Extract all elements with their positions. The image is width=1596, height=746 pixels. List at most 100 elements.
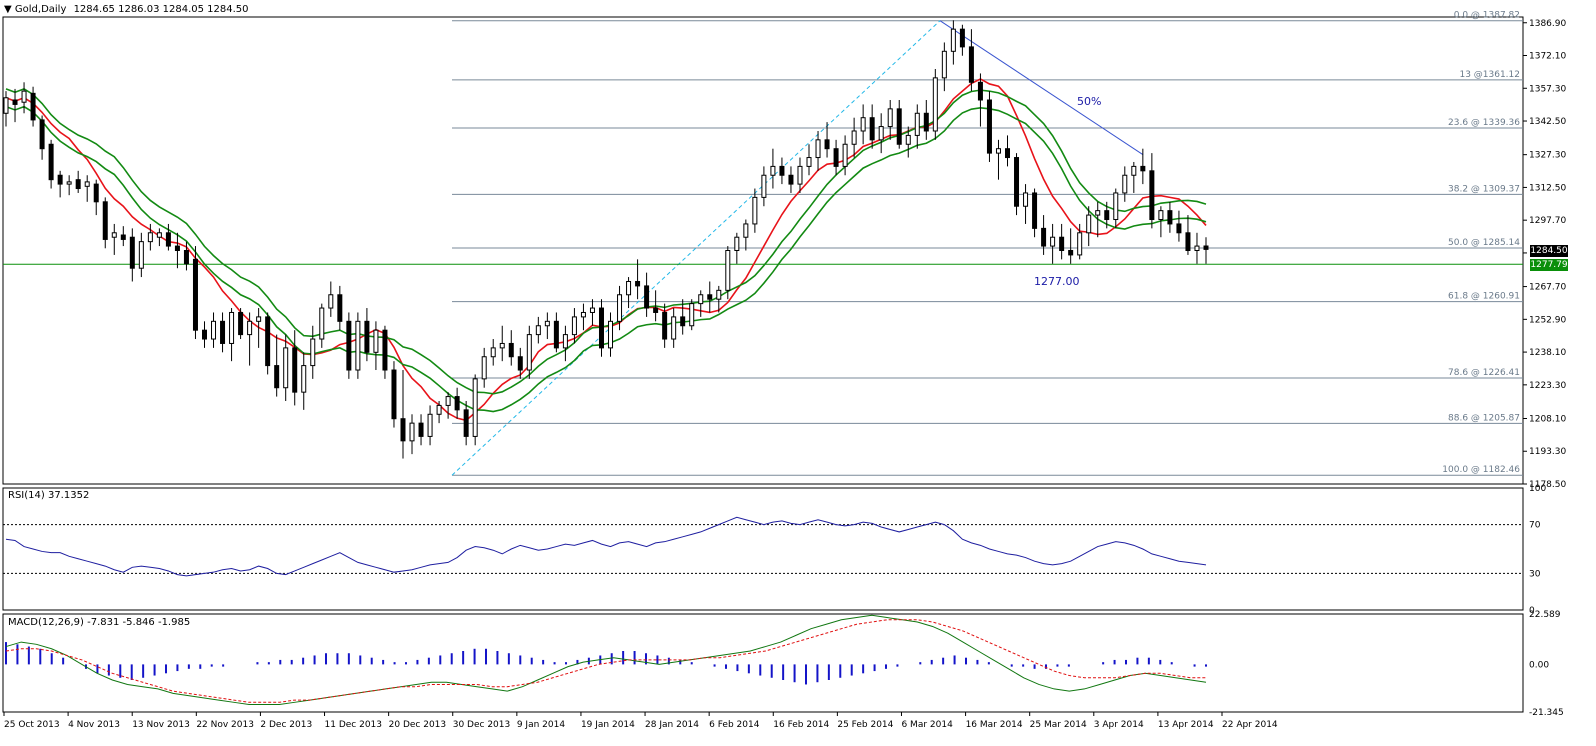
rsi-axis-label: 100 — [1529, 484, 1546, 494]
candle-body — [220, 320, 226, 344]
candle-body — [626, 280, 632, 296]
candle-body — [301, 365, 307, 393]
price-axis-label: 1193.30 — [1529, 447, 1566, 457]
candle-body — [1014, 157, 1020, 207]
time-axis-label: 16 Mar 2014 — [966, 720, 1023, 730]
price-axis-label: 1178.50 — [1529, 480, 1566, 490]
rsi-axis-label: 30 — [1529, 569, 1541, 579]
candle-body — [463, 409, 469, 437]
ohlc-readout: 1284.65 1286.03 1284.05 1284.50 — [73, 4, 249, 15]
candle-body — [328, 294, 334, 309]
candle-body — [734, 236, 740, 252]
chevron-down-icon[interactable]: ▼ — [4, 4, 12, 15]
candle-body — [75, 179, 81, 190]
candle-body — [571, 316, 577, 336]
candle-body — [1131, 165, 1137, 176]
rsi-panel-frame — [2, 487, 1524, 611]
candle-body — [815, 139, 821, 159]
candle-body — [662, 311, 668, 340]
candle-body — [310, 338, 316, 367]
candle-body — [1122, 174, 1128, 194]
candle-body — [968, 46, 974, 83]
ma-slow-upper-line — [5, 88, 1207, 395]
candle-body — [382, 329, 388, 371]
candle-body — [183, 250, 189, 265]
candle-body — [1023, 192, 1029, 207]
fib-level-label: 100.0 @ 1182.46 — [1442, 465, 1520, 475]
candle-body — [635, 280, 641, 287]
price-axis-label: 1386.90 — [1529, 19, 1566, 29]
candle-body — [472, 378, 478, 437]
candle-body — [707, 294, 713, 300]
macd-signal-line — [5, 619, 1206, 703]
candle-body — [129, 236, 135, 269]
time-axis-label: 19 Jan 2014 — [581, 720, 635, 730]
candle-body — [265, 316, 271, 367]
low-price-label: 1277.00 — [1034, 275, 1080, 288]
candle-body — [12, 99, 18, 105]
candle-body — [1041, 227, 1047, 247]
candle-body — [995, 148, 1001, 154]
candle-body — [1050, 236, 1056, 247]
time-axis-label: 22 Nov 2013 — [196, 720, 254, 730]
price-axis-label: 1208.10 — [1529, 414, 1566, 424]
candle-body — [671, 316, 677, 340]
last-price-tag: 1284.50 — [1530, 245, 1568, 257]
candle-body — [364, 320, 370, 353]
candle-body — [842, 143, 848, 167]
time-axis-label: 4 Nov 2013 — [68, 720, 120, 730]
candle-body — [283, 347, 289, 389]
candle-body — [1068, 250, 1074, 256]
candle-body — [3, 97, 9, 114]
candle-body — [48, 143, 54, 181]
candle-body — [598, 307, 604, 349]
rsi-title: RSI(14) 37.1352 — [8, 490, 90, 501]
candle-body — [436, 404, 442, 415]
price-axis-label: 1223.30 — [1529, 381, 1566, 391]
candle-body — [174, 245, 180, 251]
macd-title: MACD(12,26,9) -7.831 -5.846 -1.985 — [8, 617, 191, 628]
price-axis-label: 1252.90 — [1529, 315, 1566, 325]
candle-body — [1203, 245, 1209, 250]
price-axis-label: 1327.30 — [1529, 151, 1566, 161]
candle-body — [887, 108, 893, 128]
trend-line — [939, 20, 1144, 156]
candle-body — [1104, 210, 1110, 221]
macd-axis-label: -21.345 — [1529, 708, 1564, 718]
candle-body — [355, 320, 361, 371]
time-axis-label: 3 Apr 2014 — [1094, 720, 1144, 730]
candle-body — [932, 77, 938, 132]
candle-body — [481, 356, 487, 380]
candle-body — [1095, 210, 1101, 216]
time-axis-label: 6 Feb 2014 — [709, 720, 760, 730]
candle-body — [147, 232, 153, 243]
candle-body — [156, 232, 162, 238]
fib-level-label: 23.6 @ 1339.36 — [1448, 118, 1520, 128]
candle-body — [517, 356, 523, 371]
candle-body — [373, 329, 379, 353]
candle-body — [743, 223, 749, 238]
candle-body — [914, 112, 920, 136]
candle-body — [553, 320, 559, 349]
candle-body — [1113, 192, 1119, 221]
candle-body — [959, 28, 965, 48]
time-axis-label: 2 Dec 2013 — [260, 720, 312, 730]
candle-body — [526, 334, 532, 371]
time-axis-label: 25 Oct 2013 — [4, 720, 60, 730]
price-axis-label: 1342.50 — [1529, 117, 1566, 127]
candle-body — [400, 418, 406, 442]
candle-body — [229, 311, 235, 344]
candle-body — [562, 334, 568, 349]
time-axis-label: 25 Mar 2014 — [1030, 720, 1087, 730]
candle-body — [409, 422, 415, 442]
fib-level-label: 50.0 @ 1285.14 — [1448, 238, 1520, 248]
candle-body — [418, 422, 424, 437]
fib-level-label: 61.8 @ 1260.91 — [1448, 292, 1520, 302]
support-price-tag: 1277.79 — [1530, 259, 1568, 271]
macd-axis-label: 22.589 — [1529, 610, 1561, 620]
fib-trend-line — [451, 20, 941, 476]
candle-body — [21, 90, 27, 103]
candle-body — [1176, 223, 1182, 234]
candle-body — [1140, 165, 1146, 172]
rsi-line — [5, 516, 1207, 577]
